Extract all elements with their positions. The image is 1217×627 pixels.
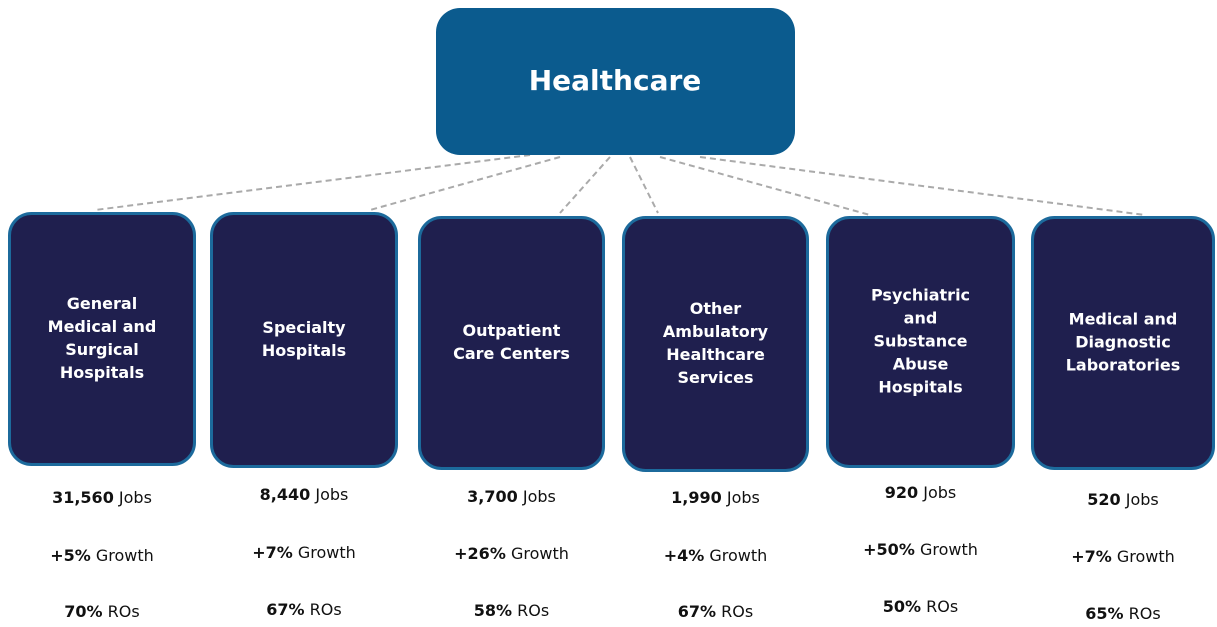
stat-value: 3,700 bbox=[467, 487, 518, 506]
stat-unit: ROs bbox=[517, 601, 549, 620]
stat-unit: Growth bbox=[511, 544, 569, 563]
node-label: Outpatient bbox=[463, 321, 561, 340]
node-stat: 8,440 Jobs bbox=[260, 485, 349, 504]
link bbox=[369, 156, 561, 211]
root-label: Healthcare bbox=[529, 64, 702, 97]
stat-unit: ROs bbox=[926, 597, 958, 616]
stat-unit: Jobs bbox=[726, 488, 760, 507]
node-stat: 920 Jobs bbox=[885, 483, 957, 502]
stat-unit: Jobs bbox=[522, 487, 556, 506]
node: Specialty Hospitals 8,440 Jobs +7% Growth 67… bbox=[210, 212, 398, 619]
node-stat: 65% ROs bbox=[1085, 604, 1160, 623]
node-label: Abuse bbox=[893, 355, 949, 374]
node-label: Hospitals bbox=[60, 363, 144, 382]
link bbox=[659, 156, 871, 216]
stat-value: 67% bbox=[678, 602, 716, 621]
node-label: Surgical bbox=[65, 340, 139, 359]
node-label: Care Centers bbox=[453, 344, 570, 363]
stat-unit: Growth bbox=[1117, 547, 1175, 566]
root-box bbox=[436, 8, 795, 155]
stat-value: +7% bbox=[252, 543, 293, 562]
node-stat: 67% ROs bbox=[266, 600, 341, 619]
node: General Medical and Surgical Hospitals 31,56… bbox=[8, 212, 196, 621]
node: Medical and Diagnostic Laboratories 520 Job… bbox=[1031, 216, 1215, 623]
stat-value: 58% bbox=[474, 601, 512, 620]
node-box bbox=[622, 216, 809, 472]
stat-unit: Jobs bbox=[118, 488, 152, 507]
node: Psychiatric and Substance Abuse Hospitals 920… bbox=[826, 216, 1015, 616]
node-stat: 31,560 Jobs bbox=[52, 488, 152, 507]
node: Other Ambulatory Healthcare Services 1,990 J… bbox=[622, 216, 809, 621]
node-stat: 50% ROs bbox=[883, 597, 958, 616]
node-box bbox=[1031, 216, 1215, 470]
stat-unit: Jobs bbox=[314, 485, 348, 504]
node-stat: +50% Growth bbox=[863, 540, 978, 559]
stat-unit: Growth bbox=[709, 546, 767, 565]
node-stat: +26% Growth bbox=[454, 544, 569, 563]
node-label: Medical and bbox=[48, 317, 157, 336]
link bbox=[699, 156, 1146, 216]
node-label: Diagnostic bbox=[1075, 333, 1171, 352]
stat-value: 920 bbox=[885, 483, 918, 502]
stat-value: +50% bbox=[863, 540, 915, 559]
stat-unit: Growth bbox=[920, 540, 978, 559]
node-box bbox=[8, 212, 196, 466]
stat-value: +7% bbox=[1071, 547, 1112, 566]
node: Outpatient Care Centers 3,700 Jobs +26% Gro… bbox=[418, 216, 605, 620]
link bbox=[629, 156, 659, 214]
link bbox=[559, 156, 611, 214]
stat-value: 65% bbox=[1085, 604, 1123, 623]
stat-unit: Jobs bbox=[1125, 490, 1159, 509]
node-label: Laboratories bbox=[1066, 356, 1181, 375]
node-stat: 520 Jobs bbox=[1087, 490, 1159, 509]
stat-unit: ROs bbox=[310, 600, 342, 619]
stat-value: 8,440 bbox=[260, 485, 311, 504]
node-box bbox=[826, 216, 1015, 468]
stat-unit: ROs bbox=[108, 602, 140, 621]
stat-value: 70% bbox=[64, 602, 102, 621]
stat-value: +26% bbox=[454, 544, 506, 563]
node-stat: 1,990 Jobs bbox=[671, 488, 760, 507]
node-label: Other bbox=[690, 299, 741, 318]
node-label: General bbox=[67, 294, 137, 313]
node-stat: 58% ROs bbox=[474, 601, 549, 620]
node-label: Healthcare bbox=[666, 345, 765, 364]
stat-value: 50% bbox=[883, 597, 921, 616]
stat-value: 520 bbox=[1087, 490, 1120, 509]
node-stat: 3,700 Jobs bbox=[467, 487, 556, 506]
node-box bbox=[418, 216, 605, 470]
node-stat: +5% Growth bbox=[50, 546, 154, 565]
link bbox=[94, 154, 531, 211]
node-label: Specialty bbox=[262, 318, 346, 337]
stat-unit: ROs bbox=[721, 602, 753, 621]
node-stat: +7% Growth bbox=[252, 543, 356, 562]
node-label: and bbox=[904, 309, 938, 328]
stat-value: 67% bbox=[266, 600, 304, 619]
stat-unit: Growth bbox=[298, 543, 356, 562]
stat-value: 31,560 bbox=[52, 488, 114, 507]
node-label: Psychiatric bbox=[871, 286, 970, 305]
node-label: Ambulatory bbox=[663, 322, 769, 341]
node-label: Hospitals bbox=[878, 378, 962, 397]
stat-unit: ROs bbox=[1129, 604, 1161, 623]
links bbox=[94, 154, 1146, 216]
stat-unit: Jobs bbox=[922, 483, 956, 502]
node-stat: 70% ROs bbox=[64, 602, 139, 621]
node-box bbox=[210, 212, 398, 468]
stat-unit: Growth bbox=[96, 546, 154, 565]
stat-value: +4% bbox=[664, 546, 705, 565]
stat-value: +5% bbox=[50, 546, 91, 565]
node-stat: +4% Growth bbox=[664, 546, 768, 565]
stat-value: 1,990 bbox=[671, 488, 722, 507]
node-label: Medical and bbox=[1069, 310, 1178, 329]
node-stat: 67% ROs bbox=[678, 602, 753, 621]
node-label: Substance bbox=[873, 332, 967, 351]
node-stat: +7% Growth bbox=[1071, 547, 1175, 566]
node-label: Hospitals bbox=[262, 341, 346, 360]
node-label: Services bbox=[677, 368, 753, 387]
